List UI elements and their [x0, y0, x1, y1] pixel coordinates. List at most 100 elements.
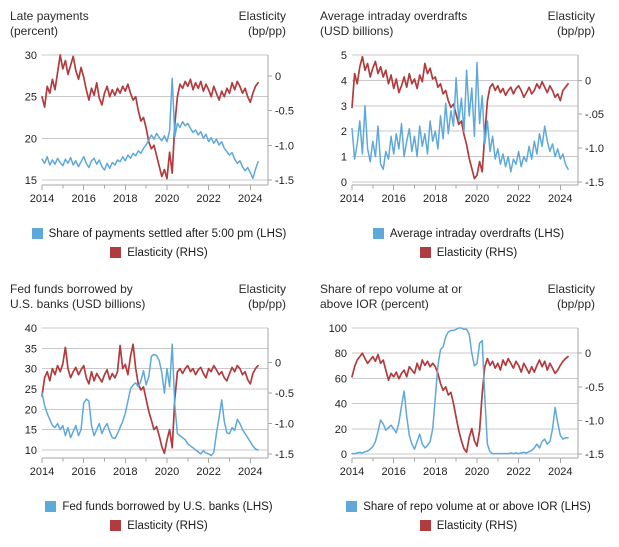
chart-panel-intraday-overdrafts: Average intraday overdrafts (USD billion… — [310, 0, 619, 273]
tick-label: 2018 — [113, 193, 137, 205]
tick-label: 2014 — [30, 466, 54, 478]
tick-label: 2022 — [196, 466, 220, 478]
chart-header: Late payments (percent) Elasticity (bp/p… — [8, 7, 310, 47]
legend-label: Average intraday overdrafts (LHS) — [389, 227, 565, 240]
tick-label: 0 — [585, 348, 591, 360]
red-series-line — [41, 343, 259, 455]
tick-label: 2020 — [155, 466, 179, 478]
tick-label: 0 — [341, 449, 347, 461]
tick-label: 30 — [25, 364, 37, 376]
tick-label: 2016 — [381, 193, 405, 205]
tick-label: 20 — [25, 404, 37, 416]
chart-canvas: 2014 2016 2018 2020 2022 2024 0 1 2 3 4 5 0 -.05 -1.0 -… — [340, 50, 604, 205]
legend-label: Share of repo volume at or above IOR (LH… — [363, 500, 591, 513]
chart-title-line: U.S. banks (USD billions) — [10, 297, 146, 311]
chart-title-line: Average intraday overdrafts — [320, 9, 468, 23]
chart-legend: Share of payments settled after 5:00 pm … — [8, 224, 310, 262]
tick-label: 15 — [25, 175, 37, 187]
tick-label: 20 — [335, 424, 347, 436]
tick-label: 2022 — [506, 466, 530, 478]
tick-label: 2024 — [238, 466, 262, 478]
tick-label: 0 — [341, 177, 347, 189]
tick-label: -1.5 — [275, 449, 294, 461]
red-series-line — [351, 352, 569, 454]
chart-title: Fed funds borrowed by U.S. banks (USD bi… — [10, 282, 145, 312]
tick-label: 0 — [275, 71, 281, 83]
chart-panel-fed-funds: Fed funds borrowed by U.S. banks (USD bi… — [0, 273, 310, 547]
tick-label: 2016 — [381, 466, 405, 478]
tick-label: 2018 — [423, 193, 447, 205]
right-axis-label: Elasticity (bp/pp) — [548, 9, 595, 39]
chart-canvas: 2014 2016 2018 2020 2022 2024 10 15 20 25 30 35 40 0 -… — [25, 323, 294, 478]
right-axis-label-line: (bp/pp) — [247, 24, 286, 38]
tick-label: 2 — [341, 126, 347, 138]
right-axis-label-line: Elasticity — [238, 9, 286, 23]
tick-label: -1.5 — [275, 175, 294, 187]
legend-swatch-red — [419, 247, 431, 258]
right-axis-label-line: Elasticity — [238, 282, 286, 296]
tick-label: 2024 — [548, 466, 572, 478]
tick-label: 0 — [585, 75, 591, 87]
right-axis-label-line: Elasticity — [547, 9, 595, 23]
tick-label: 2020 — [155, 193, 179, 205]
chart-title: Share of repo volume at or above IOR (pe… — [320, 282, 462, 312]
chart-canvas: 2014 2016 2018 2020 2022 2024 0 20 40 60 80 100 0 -0.… — [329, 323, 604, 478]
tick-label: 40 — [25, 323, 37, 335]
legend-swatch-blue — [372, 228, 384, 239]
tick-label: -1.5 — [585, 449, 604, 461]
legend-swatch-red — [419, 520, 431, 531]
tick-label: 2016 — [71, 193, 95, 205]
tick-label: 2018 — [423, 466, 447, 478]
tick-label: 2024 — [548, 193, 572, 205]
tick-label: 5 — [341, 50, 347, 62]
legend-label: Elasticity (RHS) — [127, 519, 208, 532]
chart-title-line: Late payments — [10, 9, 89, 23]
chart-title-line: Share of repo volume at or — [320, 282, 463, 296]
legend-item: Share of payments settled after 5:00 pm … — [8, 224, 310, 243]
tick-label: -1.0 — [275, 418, 294, 430]
legend-label: Fed funds borrowed by U.S. banks (LHS) — [62, 500, 273, 513]
chart-header: Fed funds borrowed by U.S. banks (USD bi… — [8, 280, 310, 320]
red-series-line — [41, 54, 259, 180]
chart-panel-repo-share: Share of repo volume at or above IOR (pe… — [310, 273, 619, 547]
tick-label: 2014 — [30, 193, 54, 205]
legend-label: Share of payments settled after 5:00 pm … — [48, 227, 287, 240]
legend-item: Average intraday overdrafts (LHS) — [318, 224, 619, 243]
chart-title-line: (USD billions) — [320, 24, 394, 38]
tick-label: -1.0 — [585, 143, 604, 155]
right-axis-label-line: Elasticity — [547, 282, 595, 296]
chart-title-line: (percent) — [10, 24, 59, 38]
chart-title-line: Fed funds borrowed by — [10, 282, 133, 296]
right-axis-label-line: (bp/pp) — [556, 24, 595, 38]
tick-label: 2014 — [340, 193, 364, 205]
legend-item: Elasticity (RHS) — [318, 516, 619, 535]
legend-label: Elasticity (RHS) — [436, 519, 518, 532]
chart-legend: Average intraday overdrafts (LHS) Elasti… — [318, 224, 619, 262]
tick-label: 2020 — [465, 193, 489, 205]
tick-label: 35 — [25, 343, 37, 355]
tick-label: 25 — [25, 92, 37, 104]
chart-canvas: 2014 2016 2018 2020 2022 2024 15 20 25 30 0 -0.5 -1.… — [25, 50, 294, 205]
chart-title: Late payments (percent) — [10, 9, 89, 39]
legend-label: Elasticity (RHS) — [436, 246, 518, 259]
chart-header: Share of repo volume at or above IOR (pe… — [318, 280, 619, 320]
tick-label: 60 — [335, 373, 347, 385]
tick-label: 80 — [335, 348, 347, 360]
tick-label: 1 — [341, 152, 347, 164]
tick-label: 3 — [341, 101, 347, 113]
tick-label: -0.5 — [275, 388, 294, 400]
tick-label: 2016 — [71, 466, 95, 478]
legend-item: Elasticity (RHS) — [8, 516, 310, 535]
tick-label: -1.0 — [275, 140, 294, 152]
tick-label: 2018 — [113, 466, 137, 478]
chart-header: Average intraday overdrafts (USD billion… — [318, 7, 619, 47]
red-series-line — [351, 55, 569, 180]
blue-series-line — [351, 61, 569, 173]
tick-label: 2020 — [465, 466, 489, 478]
tick-label: -1.5 — [585, 177, 604, 189]
right-axis-label-line: (bp/pp) — [556, 297, 595, 311]
right-axis-label: Elasticity (bp/pp) — [548, 282, 595, 312]
tick-label: -1.0 — [585, 416, 604, 428]
blue-series-line — [41, 343, 259, 457]
